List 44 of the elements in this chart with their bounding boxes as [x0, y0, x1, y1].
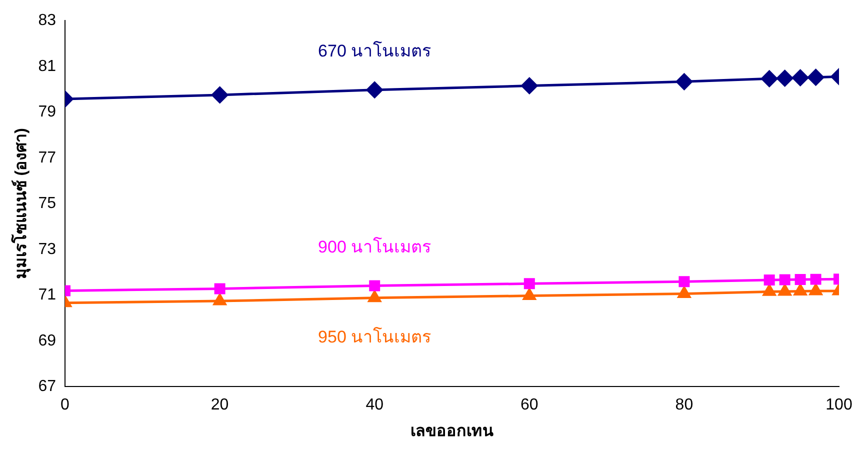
- point: [369, 280, 380, 292]
- x-tick-label: 0: [60, 396, 70, 414]
- y-tick-label: 77: [38, 149, 56, 166]
- x-tick-label: 100: [826, 396, 852, 414]
- x-tick-label: 40: [366, 396, 384, 414]
- series-label: 670 นาโนเมตร: [318, 40, 432, 61]
- series-label: 950 นาโนเมตร: [318, 326, 432, 347]
- x-tick-label: 20: [210, 396, 229, 414]
- y-tick-label: 75: [38, 195, 56, 212]
- point: [368, 290, 382, 302]
- point: [676, 73, 692, 90]
- point: [678, 276, 690, 288]
- point: [213, 294, 226, 306]
- point: [764, 274, 775, 286]
- point: [521, 78, 538, 94]
- point: [778, 284, 792, 296]
- x-tick-label: 60: [520, 396, 538, 414]
- y-tick-label: 79: [38, 104, 56, 121]
- point: [678, 286, 691, 298]
- point: [794, 284, 807, 296]
- point: [214, 283, 226, 294]
- y-tick-label: 71: [38, 286, 56, 304]
- point: [794, 274, 806, 286]
- y-tick-label: 81: [38, 58, 56, 75]
- point: [810, 274, 822, 285]
- y-tick-label: 73: [38, 240, 56, 258]
- y-tick-label: 69: [38, 332, 56, 350]
- point: [809, 284, 822, 296]
- point: [761, 70, 778, 87]
- point: [212, 86, 228, 104]
- point: [762, 284, 776, 296]
- y-tick-label: 67: [38, 378, 56, 396]
- point: [808, 69, 824, 86]
- y-axis-title: มุมเรโซแนนซ์ (องศา): [10, 128, 32, 280]
- point: [366, 82, 383, 98]
- point: [776, 70, 794, 86]
- y-tick-label: 83: [38, 12, 56, 30]
- point: [524, 278, 535, 290]
- series-label: 900 นาโนเมตร: [318, 236, 432, 256]
- x-axis-title: เลขออกเทน: [410, 422, 494, 440]
- x-tick-label: 80: [675, 396, 694, 414]
- point: [792, 70, 809, 86]
- point: [779, 274, 790, 286]
- point: [522, 288, 536, 300]
